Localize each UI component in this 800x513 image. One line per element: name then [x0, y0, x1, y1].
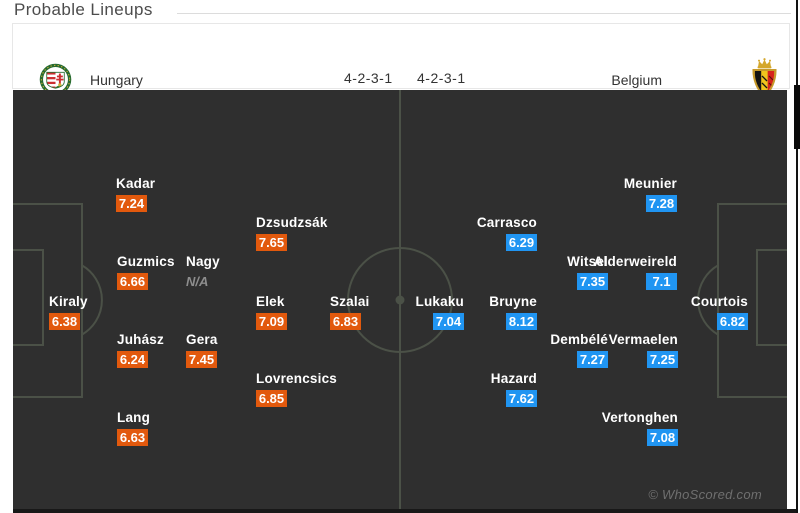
- player-name: Kiraly: [49, 294, 88, 309]
- watermark: © WhoScored.com: [648, 487, 762, 502]
- belgium-crest-icon: [752, 58, 777, 99]
- pitch-bottom-edge: [13, 509, 796, 513]
- player-name: Elek: [256, 294, 285, 309]
- away-formation: 4-2-3-1: [417, 70, 466, 86]
- player-rating: 6.63: [117, 429, 148, 446]
- player-name: Juhász: [117, 332, 164, 347]
- right-six-yard-box: [756, 249, 787, 346]
- player-bruyne[interactable]: Bruyne 8.12: [489, 294, 537, 330]
- teams-header-card: Hungary 4-2-3-1 4-2-3-1 Belgium: [12, 23, 790, 99]
- page-title: Probable Lineups: [14, 0, 153, 19]
- left-penalty-arc: [81, 264, 103, 336]
- player-courtois[interactable]: Courtois 6.82: [691, 294, 748, 330]
- player-lang[interactable]: Lang 6.63: [117, 410, 150, 446]
- player-name: Lukaku: [415, 294, 464, 309]
- player-name: Nagy: [186, 254, 220, 269]
- player-dzsudzsk[interactable]: Dzsudzsák 7.65: [256, 215, 328, 251]
- player-witsel[interactable]: Witsel 7.35: [567, 254, 608, 290]
- player-hazard[interactable]: Hazard 7.62: [491, 371, 537, 407]
- player-rating: 6.38: [49, 313, 80, 330]
- right-penalty-area: [717, 203, 787, 398]
- home-formation: 4-2-3-1: [344, 70, 393, 86]
- player-rating: 6.85: [256, 390, 287, 407]
- player-name: Dzsudzsák: [256, 215, 328, 230]
- player-name: Vertonghen: [601, 410, 678, 425]
- player-rating: 7.24: [116, 195, 147, 212]
- title-divider: [177, 13, 791, 14]
- player-nagy[interactable]: Nagy N/A: [186, 254, 220, 290]
- player-rating: N/A: [186, 274, 209, 289]
- player-kadar[interactable]: Kadar 7.24: [116, 176, 155, 212]
- left-six-yard-box: [13, 249, 44, 346]
- scrollbar-thumb[interactable]: [794, 85, 800, 149]
- player-meunier[interactable]: Meunier 7.28: [624, 176, 677, 212]
- player-name: Dembélé: [550, 332, 608, 347]
- hungary-crest-icon: [39, 63, 72, 96]
- player-vertonghen[interactable]: Vertonghen 7.08: [602, 410, 678, 446]
- player-rating: 7.28: [646, 195, 677, 212]
- player-rating: 6.24: [117, 351, 148, 368]
- player-name: Meunier: [623, 176, 677, 191]
- player-rating: 8.12: [506, 313, 537, 330]
- player-rating: 7.35: [577, 273, 608, 290]
- player-rating: 7.08: [647, 429, 678, 446]
- player-rating: 7.04: [433, 313, 464, 330]
- player-dembl[interactable]: Dembélé 7.27: [550, 332, 608, 368]
- player-rating: 6.29: [506, 234, 537, 251]
- player-rating: 7.62: [506, 390, 537, 407]
- player-rating: 7.45: [186, 351, 217, 368]
- player-elek[interactable]: Elek 7.09: [256, 294, 287, 330]
- home-team-name: Hungary: [90, 72, 143, 88]
- player-name: Lovrencsics: [256, 371, 337, 386]
- player-name: Lang: [117, 410, 151, 425]
- player-name: Gera: [186, 332, 218, 347]
- player-rating: 7.25: [647, 351, 678, 368]
- player-rating: 7.09: [256, 313, 287, 330]
- player-lukaku[interactable]: Lukaku 7.04: [416, 294, 464, 330]
- player-szalai[interactable]: Szalai 6.83: [330, 294, 369, 330]
- scrollbar-track[interactable]: [796, 0, 798, 513]
- player-lovrencsics[interactable]: Lovrencsics 6.85: [256, 371, 337, 407]
- player-name: Kadar: [116, 176, 156, 191]
- player-name: Bruyne: [489, 294, 537, 309]
- player-name: Vermaelen: [608, 332, 678, 347]
- player-alderweireld[interactable]: Alderweireld 7.1: [594, 254, 677, 290]
- pitch: [13, 90, 787, 509]
- player-juhsz[interactable]: Juhász 6.24: [117, 332, 164, 368]
- player-name: Alderweireld: [593, 254, 677, 269]
- player-name: Hazard: [490, 371, 537, 386]
- player-name: Witsel: [567, 254, 608, 269]
- player-rating: 7.65: [256, 234, 287, 251]
- player-name: Guzmics: [117, 254, 175, 269]
- player-name: Carrasco: [476, 215, 537, 230]
- player-rating: 7.1: [646, 273, 677, 290]
- player-vermaelen[interactable]: Vermaelen 7.25: [609, 332, 678, 368]
- player-rating: 7.27: [577, 351, 608, 368]
- player-name: Courtois: [690, 294, 748, 309]
- player-gera[interactable]: Gera 7.45: [186, 332, 218, 368]
- player-guzmics[interactable]: Guzmics 6.66: [117, 254, 175, 290]
- player-rating: 6.83: [330, 313, 361, 330]
- player-rating: 6.66: [117, 273, 148, 290]
- left-penalty-area: [13, 203, 83, 398]
- center-spot: [395, 295, 405, 305]
- player-rating: 6.82: [717, 313, 748, 330]
- player-carrasco[interactable]: Carrasco 6.29: [477, 215, 537, 251]
- away-team-name: Belgium: [611, 72, 662, 88]
- right-penalty-arc: [697, 264, 719, 336]
- center-circle: [347, 247, 453, 353]
- player-name: Szalai: [330, 294, 370, 309]
- player-kiraly[interactable]: Kiraly 6.38: [49, 294, 88, 330]
